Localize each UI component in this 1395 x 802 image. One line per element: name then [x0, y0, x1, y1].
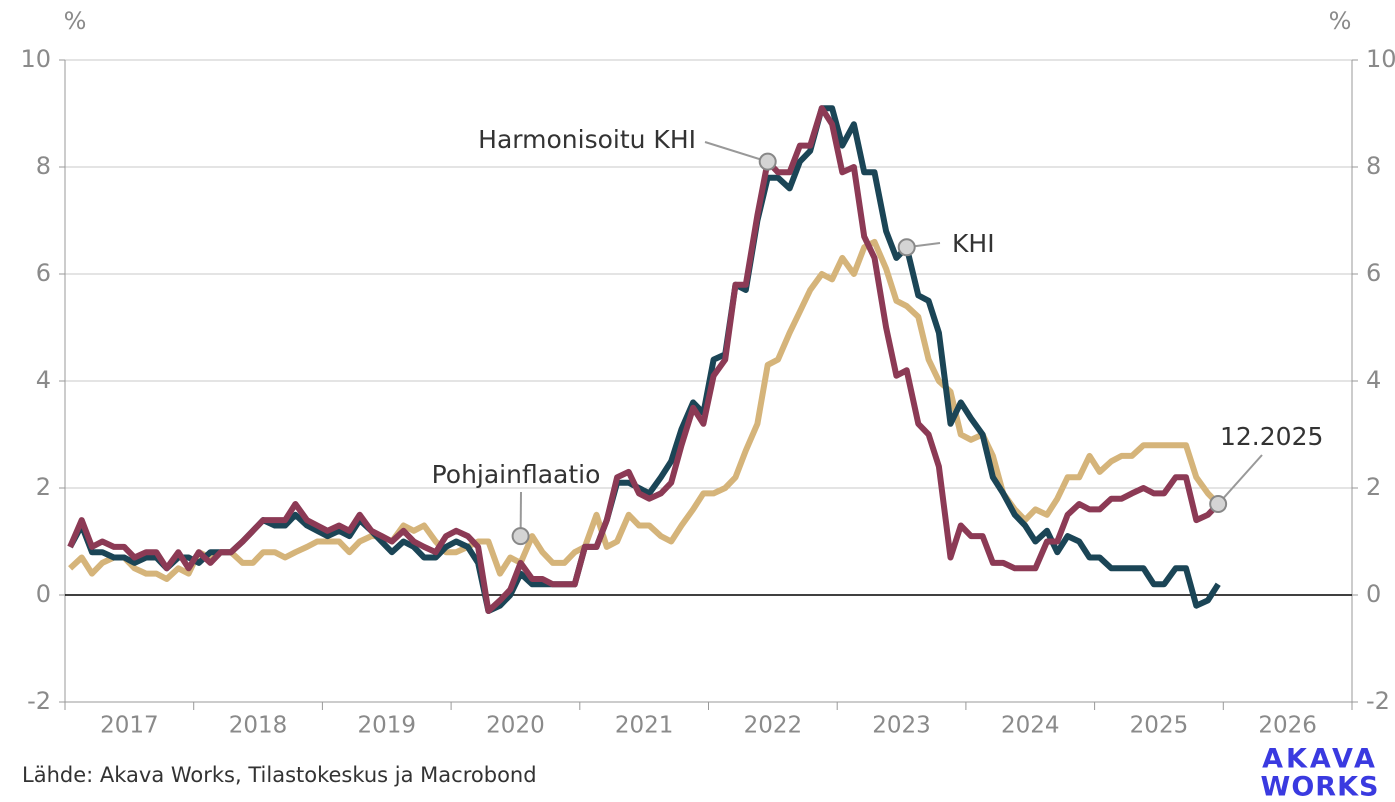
y-unit: %: [64, 7, 87, 35]
y2-tick-label: 2: [1366, 473, 1381, 501]
annotation: 12.2025: [1220, 422, 1323, 451]
y-tick-label: 2: [36, 473, 51, 501]
series-label: KHI: [952, 229, 995, 258]
x-tick-label: 2018: [229, 713, 288, 739]
series-label: Pohjainflaatio: [432, 460, 601, 489]
logo: WORKS: [1261, 772, 1380, 802]
x-tick-label: 2019: [357, 713, 416, 739]
x-tick-label: 2017: [100, 713, 159, 739]
series-label: Harmonisoitu KHI: [478, 125, 696, 154]
y2-tick-label: -2: [1366, 687, 1390, 715]
x-tick-label: 2026: [1258, 713, 1317, 739]
y-tick-label: 0: [36, 580, 51, 608]
y2-tick-label: 0: [1366, 580, 1381, 608]
y2-unit: %: [1329, 7, 1352, 35]
callout-marker: [758, 152, 777, 171]
x-tick-label: 2021: [615, 713, 674, 739]
x-tick-label: 2025: [1130, 713, 1189, 739]
series-line: [67, 105, 1221, 614]
x-tick-label: 2020: [486, 713, 545, 739]
y-tick-label: 6: [36, 259, 51, 287]
y-tick-label: 4: [36, 366, 51, 394]
callout-marker: [897, 238, 916, 257]
y2-tick-label: 8: [1366, 152, 1381, 180]
y2-tick-label: 4: [1366, 366, 1381, 394]
leader-line: [704, 141, 769, 163]
y-tick-label: 8: [36, 152, 51, 180]
y2-tick-label: 10: [1366, 45, 1395, 73]
series-line: [68, 238, 1221, 582]
series-line: [67, 105, 1221, 614]
x-tick-label: 2023: [872, 713, 931, 739]
x-tick-label: 2022: [744, 713, 803, 739]
y2-tick-label: 6: [1366, 259, 1381, 287]
callout-marker: [511, 527, 530, 546]
callout-marker: [1209, 495, 1228, 514]
source: Lähde: Akava Works, Tilastokeskus ja Mac…: [22, 763, 537, 787]
x-tick-label: 2024: [1001, 713, 1060, 739]
y-tick-label: 10: [20, 45, 51, 73]
logo: AKAVA: [1262, 744, 1378, 775]
leader-line: [1217, 454, 1263, 505]
y-tick-label: -2: [27, 687, 51, 715]
